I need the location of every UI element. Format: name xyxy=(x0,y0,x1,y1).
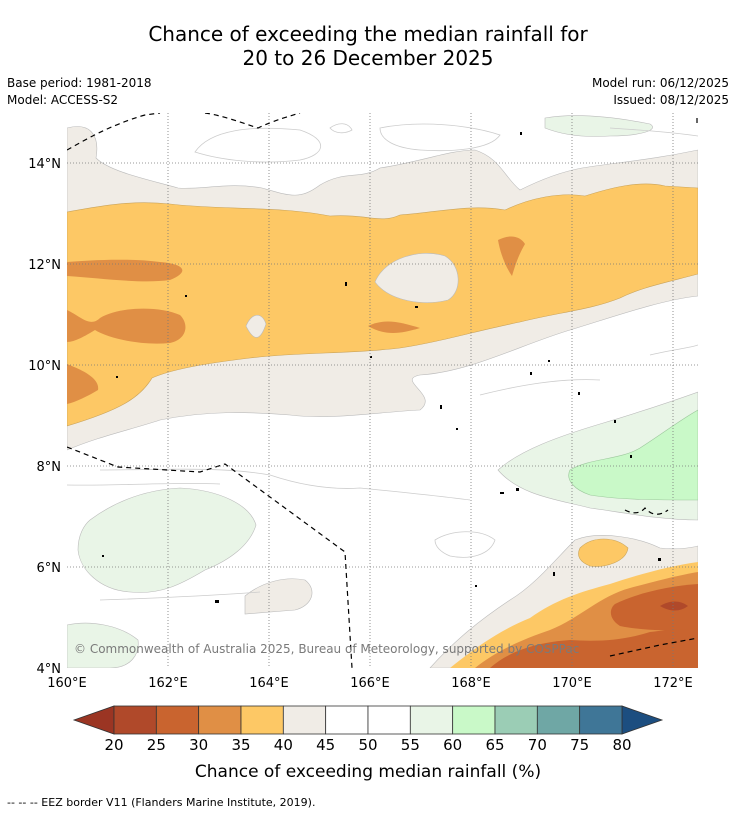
colorbar-tick-label: 60 xyxy=(443,736,463,754)
colorbar-segment xyxy=(452,705,496,735)
patch-20-25-east xyxy=(660,601,688,611)
graticule xyxy=(67,113,698,668)
patch-35-40-blob xyxy=(578,538,629,567)
base-period: Base period: 1981-2018 xyxy=(7,76,152,90)
patch-30-35-lobe xyxy=(67,308,186,344)
patch-40-45-inner xyxy=(374,253,459,303)
lat-label: 4°N xyxy=(37,662,62,677)
colorbar-tick-label: 25 xyxy=(146,736,166,754)
title-line-2: 20 to 26 December 2025 xyxy=(242,46,494,70)
colorbar-tick-label: 45 xyxy=(316,736,336,754)
colorbar-tick-label: 50 xyxy=(358,736,378,754)
colorbar-segment xyxy=(409,705,454,735)
band-25-30-southeast xyxy=(490,624,698,668)
colorbar-tick-label: 35 xyxy=(231,736,251,754)
title-line-1: Chance of exceeding the median rainfall … xyxy=(148,22,588,46)
patch-30-35-east xyxy=(498,236,525,276)
model-name: Model: ACCESS-S2 xyxy=(7,93,119,107)
patch-40-45-south-mid xyxy=(244,578,313,615)
colorbar-tick-label: 40 xyxy=(273,736,293,754)
colorbar-tick-label: 30 xyxy=(189,736,209,754)
colorbar-segment xyxy=(367,705,411,735)
colorbar-segment xyxy=(579,705,623,735)
lat-label: 14°N xyxy=(28,157,61,172)
colorbar-tick-label: 20 xyxy=(104,736,124,754)
colorbar-tick-label: 65 xyxy=(485,736,505,754)
band-65-70-east xyxy=(568,409,698,501)
colorbar-segment xyxy=(113,705,157,735)
colorbar-low-arrow xyxy=(72,705,115,735)
patch-30-35-coast xyxy=(67,364,99,404)
colorbar-segment xyxy=(494,705,538,735)
lon-label: 162°E xyxy=(148,676,188,691)
lat-label: 12°N xyxy=(28,258,61,273)
lat-label: 6°N xyxy=(37,561,62,576)
issued-date: Issued: 08/12/2025 xyxy=(613,93,729,107)
lon-label: 168°E xyxy=(451,676,491,691)
lon-label: 160°E xyxy=(47,676,87,691)
colorbar-high-arrow xyxy=(621,705,664,735)
colorbar-segment xyxy=(155,705,200,735)
model-run: Model run: 06/12/2025 xyxy=(591,76,729,90)
eez-legend: -- -- -- EEZ border V11 (Flanders Marine… xyxy=(7,796,316,809)
patch-40-45-small xyxy=(245,314,267,338)
colorbar-segment xyxy=(240,705,284,735)
patch-30-35-sliver xyxy=(368,321,420,333)
colorbar-label: Chance of exceeding median rainfall (%) xyxy=(194,762,542,782)
colorbar-segment xyxy=(198,705,242,735)
copyright-text: © Commonwealth of Australia 2025, Bureau… xyxy=(74,642,579,656)
colorbar-segment xyxy=(325,705,369,735)
lat-label: 10°N xyxy=(28,359,61,374)
colorbar-tick-label: 75 xyxy=(570,736,590,754)
colorbar-segment xyxy=(282,705,327,735)
colorbar-tick-label: 55 xyxy=(400,736,420,754)
island-markers xyxy=(102,132,661,603)
lon-label: 166°E xyxy=(350,676,390,691)
eez-border-lines xyxy=(67,113,698,668)
lat-label: 8°N xyxy=(37,460,62,475)
patch-30-35-west xyxy=(67,259,183,282)
colorbar-tick-label: 70 xyxy=(527,736,547,754)
patch-60-65-southwest xyxy=(67,622,139,668)
colorbar-tick-label: 80 xyxy=(612,736,632,754)
contour-lines xyxy=(67,123,698,601)
colorbar-segment xyxy=(536,705,581,735)
band-35-40 xyxy=(67,183,698,427)
lon-label: 170°E xyxy=(552,676,592,691)
lon-label: 172°E xyxy=(653,676,693,691)
patch-25-30-east xyxy=(610,584,698,631)
patch-60-65-west xyxy=(77,487,257,593)
lon-label: 164°E xyxy=(249,676,289,691)
